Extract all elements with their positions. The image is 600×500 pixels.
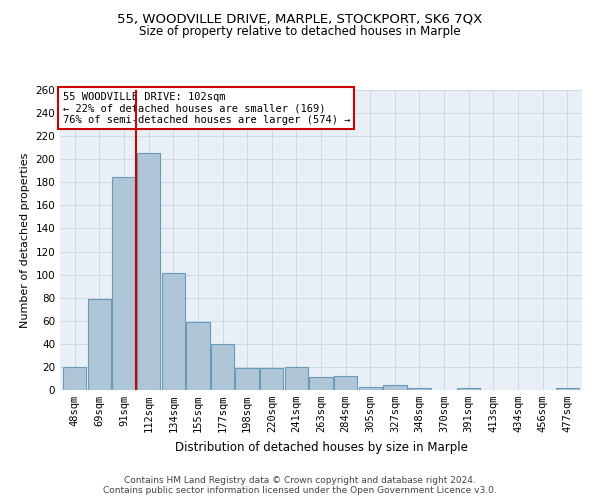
Bar [161, 274, 185, 390]
X-axis label: Distribution of detached houses by size in Marple: Distribution of detached houses by size … [175, 440, 467, 454]
Bar [457, 388, 481, 390]
Text: 55, WOODVILLE DRIVE, MARPLE, STOCKPORT, SK6 7QX: 55, WOODVILLE DRIVE, MARPLE, STOCKPORT, … [118, 12, 482, 26]
Y-axis label: Number of detached properties: Number of detached properties [20, 152, 30, 328]
Bar [235, 368, 259, 390]
Bar [556, 388, 579, 390]
Bar [284, 367, 308, 390]
Bar [359, 386, 382, 390]
Bar [137, 154, 160, 390]
Text: Size of property relative to detached houses in Marple: Size of property relative to detached ho… [139, 25, 461, 38]
Bar [112, 176, 136, 390]
Text: Contains HM Land Registry data © Crown copyright and database right 2024.: Contains HM Land Registry data © Crown c… [124, 476, 476, 485]
Text: Contains public sector information licensed under the Open Government Licence v3: Contains public sector information licen… [103, 486, 497, 495]
Bar [211, 344, 234, 390]
Bar [186, 322, 209, 390]
Bar [260, 368, 283, 390]
Bar [383, 386, 407, 390]
Bar [408, 388, 431, 390]
Bar [88, 299, 111, 390]
Bar [310, 378, 332, 390]
Bar [63, 367, 86, 390]
Bar [334, 376, 358, 390]
Text: 55 WOODVILLE DRIVE: 102sqm
← 22% of detached houses are smaller (169)
76% of sem: 55 WOODVILLE DRIVE: 102sqm ← 22% of deta… [62, 92, 350, 124]
